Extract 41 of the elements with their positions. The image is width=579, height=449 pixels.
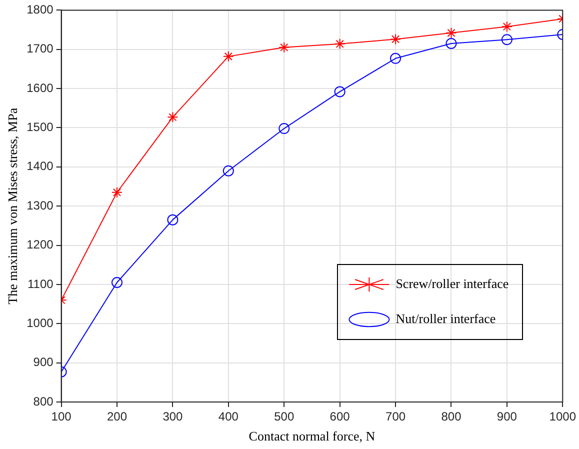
legend-label: Nut/roller interface — [396, 310, 496, 326]
point — [112, 277, 122, 288]
x-tick-label: 600 — [330, 410, 350, 424]
x-tick-label: 500 — [274, 410, 294, 424]
x-axis-title: Contact normal force, N — [248, 428, 376, 444]
point — [278, 42, 290, 53]
y-tick-label: 1300 — [26, 198, 54, 212]
point — [167, 112, 178, 123]
x-tick-label: 700 — [386, 410, 406, 424]
point — [222, 165, 234, 176]
point — [446, 38, 457, 50]
point — [501, 21, 512, 32]
x-tick-label: 400 — [218, 410, 239, 424]
point — [446, 27, 457, 38]
point — [501, 34, 512, 46]
y-tick-label: 1600 — [26, 80, 54, 95]
x-tick-label: 100 — [51, 410, 72, 424]
y-axis-title: The maximum von Mises stress, MPa — [5, 108, 20, 304]
point — [222, 50, 234, 62]
y-tick-label: 1200 — [26, 238, 54, 252]
y-tick-label: 1000 — [26, 316, 54, 330]
y-tick-label: 1400 — [26, 159, 54, 174]
y-tick-label: 1800 — [26, 2, 54, 17]
point — [390, 52, 402, 64]
x-tick-label: 800 — [441, 410, 462, 424]
point — [112, 186, 122, 198]
y-tick-label: 900 — [33, 355, 54, 370]
point — [390, 34, 402, 45]
point — [278, 123, 290, 134]
legend-label: Screw/roller interface — [396, 276, 509, 291]
point — [334, 86, 346, 98]
y-tick-label: 1100 — [27, 276, 54, 291]
x-tick-label: 900 — [496, 410, 518, 424]
point — [167, 214, 178, 226]
x-tick-label: 200 — [106, 410, 128, 424]
y-tick-label: 800 — [33, 394, 54, 408]
x-tick-label: 300 — [162, 410, 184, 424]
x-tick-label: 1000 — [549, 410, 576, 424]
y-tick-label: 1500 — [26, 120, 54, 134]
y-tick-label: 1700 — [26, 42, 54, 56]
point — [334, 38, 346, 50]
